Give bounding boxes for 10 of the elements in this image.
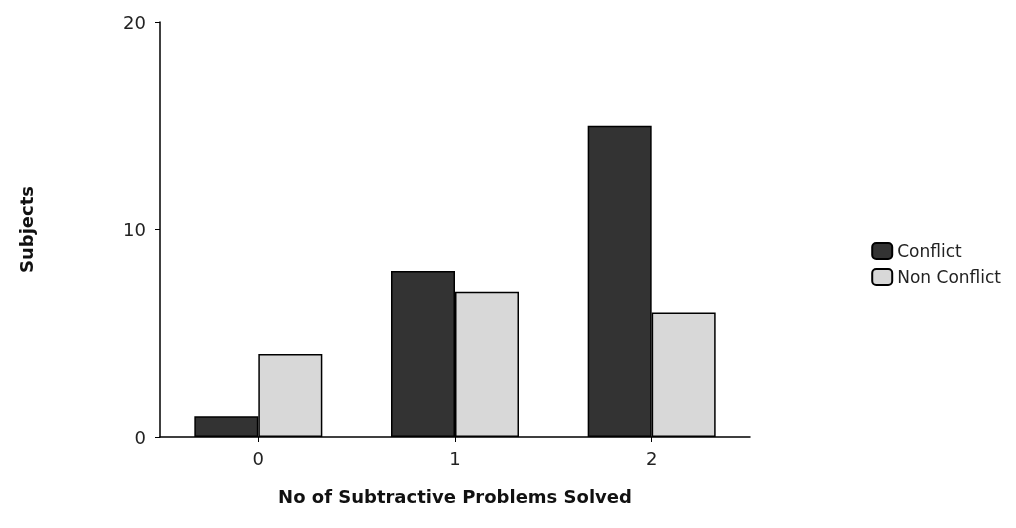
x-tick-label: 2 <box>645 447 658 469</box>
legend-label: Conflict <box>897 241 963 261</box>
y-tick-label: 20 <box>123 11 146 33</box>
y-tick-label: 0 <box>134 426 146 448</box>
legend-label: Non Conflict <box>897 267 1002 287</box>
x-axis-title: No of Subtractive Problems Solved <box>278 485 632 507</box>
y-tick-label: 10 <box>123 219 146 240</box>
x-tick-label: 1 <box>449 447 461 469</box>
x-tick-label: 0 <box>252 447 265 469</box>
y-axis-title: Subjects <box>15 185 37 274</box>
